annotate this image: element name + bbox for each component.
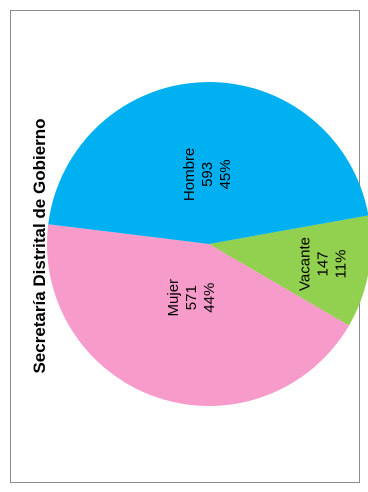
pie-slices bbox=[47, 82, 368, 407]
slice-labels: Mujer57144% Vacante14711% Hombre59345% bbox=[165, 148, 349, 317]
pie-slice-mujer bbox=[47, 224, 350, 407]
slice-label-mujer: Mujer57144% bbox=[165, 279, 218, 317]
slice-label-vacante: Vacante14711% bbox=[296, 237, 349, 291]
chart-title: Secretaría Distrital de Gobierno bbox=[30, 118, 49, 373]
slice-label-hombre: Hombre59345% bbox=[181, 148, 234, 201]
pie-slice-vacante bbox=[209, 215, 368, 326]
pie-slice-hombre bbox=[48, 82, 368, 244]
